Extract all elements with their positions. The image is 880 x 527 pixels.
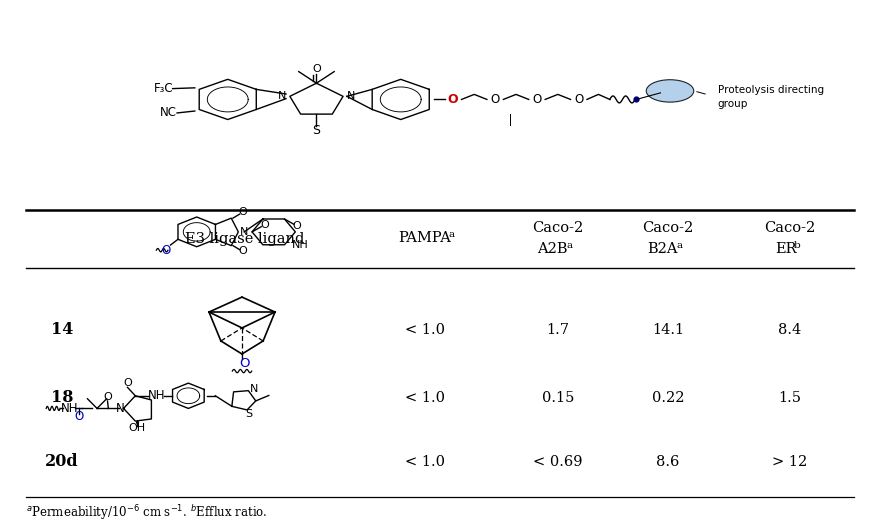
Text: O: O [260, 220, 269, 230]
Text: N: N [347, 91, 355, 101]
Text: PAMPA: PAMPA [399, 231, 451, 246]
Text: S: S [246, 409, 253, 419]
Text: NC: NC [160, 106, 177, 120]
Text: 14: 14 [51, 321, 73, 338]
Text: O: O [239, 357, 250, 370]
Text: < 1.0: < 1.0 [405, 323, 445, 337]
Text: O: O [74, 410, 84, 423]
Text: b: b [794, 241, 801, 250]
Text: OH: OH [128, 423, 145, 433]
Text: N: N [115, 402, 124, 415]
Text: O: O [490, 93, 500, 106]
Text: Caco-2: Caco-2 [532, 221, 583, 235]
Text: F₃C: F₃C [154, 82, 173, 95]
Text: Caco-2: Caco-2 [642, 221, 693, 235]
Text: O: O [447, 93, 458, 106]
Text: O: O [532, 93, 541, 106]
Text: NH: NH [148, 389, 165, 402]
Text: O: O [161, 243, 170, 257]
Text: A2B: A2B [537, 242, 568, 256]
Text: 0.15: 0.15 [542, 391, 574, 405]
Text: O: O [123, 378, 132, 388]
Text: B2A: B2A [647, 242, 678, 256]
Text: Caco-2: Caco-2 [765, 221, 816, 235]
Text: N: N [250, 385, 259, 394]
Text: < 1.0: < 1.0 [405, 455, 445, 469]
Text: N: N [278, 91, 286, 101]
Text: a: a [567, 241, 573, 250]
Text: O: O [103, 392, 112, 402]
Text: 1.7: 1.7 [546, 323, 569, 337]
Text: < 0.69: < 0.69 [533, 455, 583, 469]
Text: O: O [238, 246, 247, 256]
Text: 14.1: 14.1 [652, 323, 684, 337]
Text: E3 ligase ligand: E3 ligase ligand [186, 231, 304, 246]
Text: 0.22: 0.22 [652, 391, 685, 405]
Text: a: a [677, 241, 683, 250]
Text: O: O [238, 208, 247, 218]
Text: O: O [574, 93, 583, 106]
Text: < 1.0: < 1.0 [405, 391, 445, 405]
Text: NH: NH [292, 240, 309, 250]
Text: O: O [293, 221, 301, 231]
Text: 8.4: 8.4 [779, 323, 802, 337]
Text: NH: NH [61, 402, 78, 415]
Text: 1.5: 1.5 [779, 391, 802, 405]
Text: 18: 18 [51, 389, 73, 406]
Text: > 12: > 12 [773, 455, 808, 469]
Text: O: O [312, 64, 321, 73]
Text: a: a [449, 230, 455, 239]
Text: 20d: 20d [45, 454, 79, 471]
Text: $^{a}$Permeability/10$^{-6}$ cm s$^{-1}$. $^{b}$Efflux ratio.: $^{a}$Permeability/10$^{-6}$ cm s$^{-1}$… [26, 504, 268, 522]
Text: S: S [312, 124, 320, 137]
Ellipse shape [646, 80, 693, 102]
Text: N: N [240, 227, 248, 237]
Text: ER: ER [775, 242, 796, 256]
Text: Proteolysis directing
group: Proteolysis directing group [717, 85, 824, 109]
Text: 8.6: 8.6 [656, 455, 679, 469]
